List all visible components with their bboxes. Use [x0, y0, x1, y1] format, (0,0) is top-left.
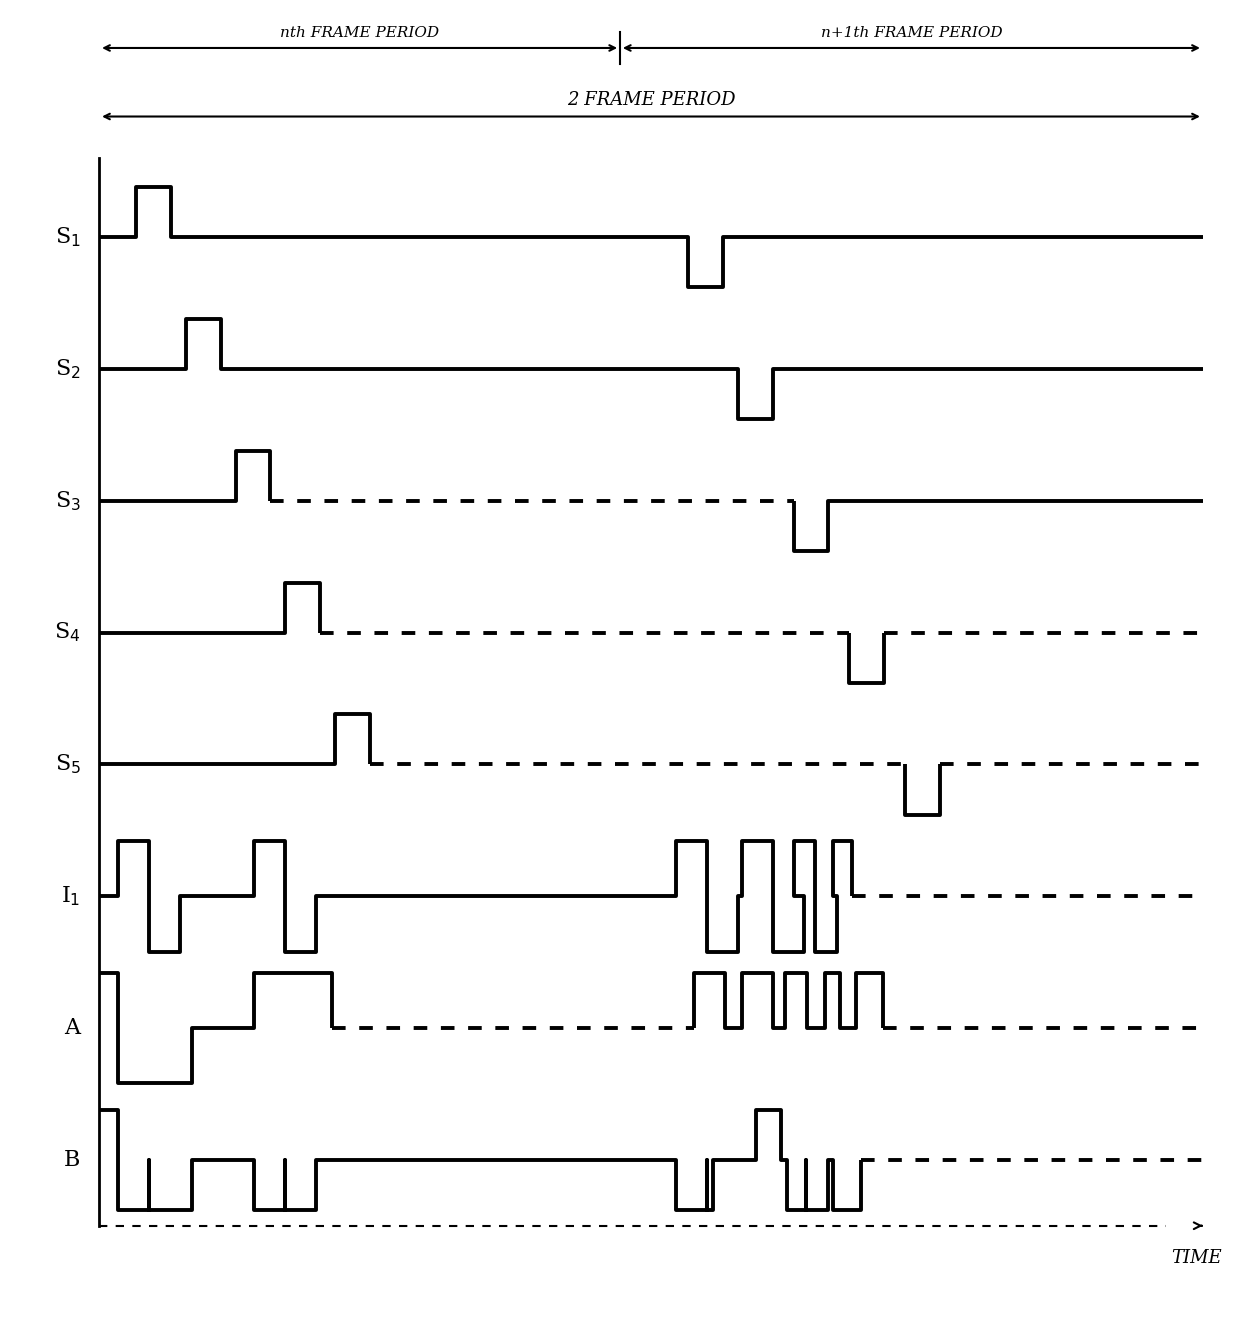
Text: A: A [64, 1017, 81, 1039]
Text: 2 FRAME PERIOD: 2 FRAME PERIOD [567, 91, 735, 108]
Text: nth FRAME PERIOD: nth FRAME PERIOD [280, 26, 439, 40]
Text: TIME: TIME [1172, 1249, 1221, 1268]
Text: n+1th FRAME PERIOD: n+1th FRAME PERIOD [821, 26, 1002, 40]
Text: S$_1$: S$_1$ [55, 225, 81, 249]
Text: S$_3$: S$_3$ [55, 489, 81, 513]
Text: I$_1$: I$_1$ [61, 884, 81, 908]
Text: B: B [64, 1149, 81, 1170]
Text: S$_2$: S$_2$ [55, 357, 81, 381]
Text: S$_4$: S$_4$ [55, 621, 81, 645]
Text: S$_5$: S$_5$ [55, 753, 81, 776]
